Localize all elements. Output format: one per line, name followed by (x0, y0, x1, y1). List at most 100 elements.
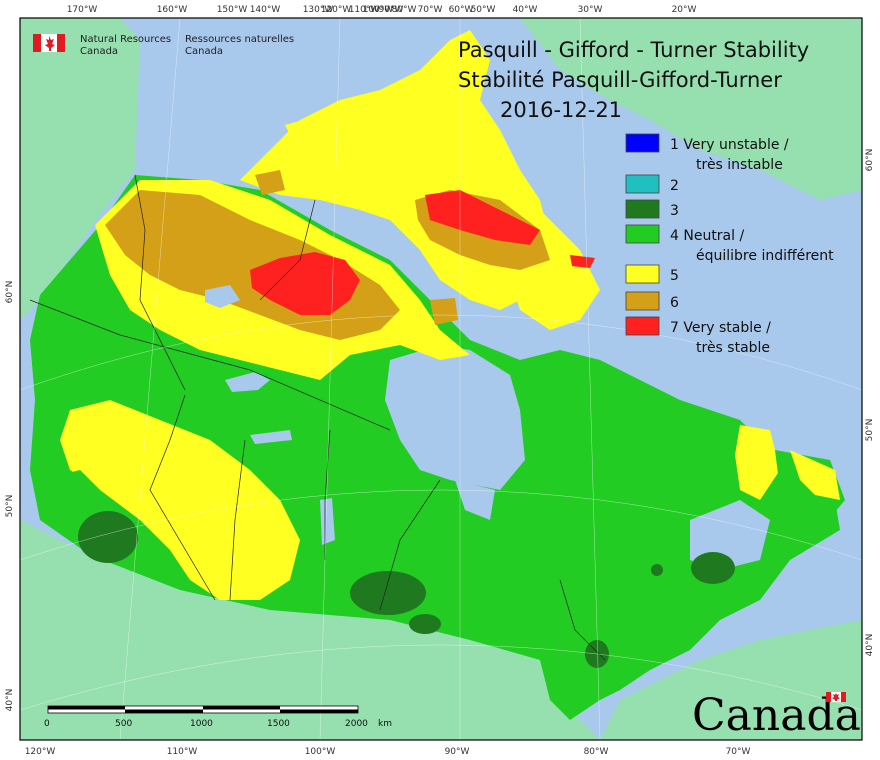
lake-athabasca (250, 430, 292, 444)
wordmark-maple-leaf-icon (832, 693, 840, 701)
right-tick-label: 60°N (865, 149, 875, 172)
class3-lake-superior (409, 614, 441, 634)
arctic-small-island-2 (255, 170, 285, 195)
great-bear-lake (205, 285, 240, 308)
left-tick-labels: 60°N 50°N 40°N (5, 281, 15, 712)
labrador-class5 (735, 425, 780, 500)
province-borders (29, 174, 606, 661)
maple-leaf-icon (45, 36, 55, 51)
legend-sublabel: très instable (696, 157, 783, 173)
agency-en-line1: Natural Resources (80, 34, 171, 45)
legend-label: 6 (670, 295, 679, 311)
right-tick-labels: 60°N 50°N 40°N (865, 149, 875, 657)
class3-bc (78, 511, 138, 563)
scale-label-2000: 2000 (345, 719, 368, 729)
legend-swatch (625, 264, 660, 284)
legend-label: 4 Neutral / (670, 228, 744, 244)
legend-label: 5 (670, 268, 679, 284)
lake-winnipeg (320, 498, 335, 545)
class7-small (570, 255, 595, 268)
left-tick-label: 40°N (5, 689, 15, 712)
left-tick-label: 60°N (5, 281, 15, 304)
canada-wordmark: Canada (692, 690, 861, 741)
legend-swatch (625, 133, 660, 153)
arctic-small-island-4 (395, 95, 420, 120)
scale-unit: km (378, 719, 392, 729)
usa-land (20, 520, 600, 740)
top-tick-label: 90°W (379, 5, 404, 15)
top-tick-label: 70°W (418, 5, 443, 15)
arctic-small-island-1 (285, 118, 318, 145)
legend: 1 Very unstable / très instable 2 3 4 Neutra… (625, 133, 834, 356)
agency-fr-line2: Canada (185, 46, 223, 57)
graticule (19, 17, 863, 741)
bottom-tick-label: 70°W (726, 747, 751, 757)
top-tick-label: 30°W (578, 5, 603, 15)
newfoundland-class5 (790, 450, 840, 500)
class3-maritimes (691, 552, 735, 584)
legend-label: 3 (670, 203, 679, 219)
top-tick-label: 140°W (250, 5, 281, 15)
top-tick-label: 100°W (363, 5, 394, 15)
top-tick-labels: 170°W 160°W 150°W 140°W 130°W120°W110°W100°W… (67, 5, 697, 15)
great-slave-lake (225, 372, 270, 392)
alaska-land (20, 18, 140, 320)
top-tick-label: 120°W (321, 5, 352, 15)
left-tick-label: 50°N (5, 495, 15, 518)
flag-right-bar (57, 34, 65, 52)
hudson-bay (385, 345, 525, 490)
legend-sublabel: très stable (696, 340, 770, 356)
agency-en-line2: Canada (80, 46, 118, 57)
legend-label: 2 (670, 178, 679, 194)
legend-swatch (625, 291, 660, 311)
right-tick-label: 40°N (865, 634, 875, 657)
scale-bar: 0 500 1000 1500 2000 km (44, 705, 392, 729)
bottom-tick-label: 90°W (445, 747, 470, 757)
title-french: Stabilité Pasquill-Gifford-Turner (458, 68, 782, 92)
legend-swatch (625, 199, 660, 219)
top-tick-label: 20°W (672, 5, 697, 15)
legend-label: 7 Very stable / (670, 320, 771, 336)
agency-fr-line1: Ressources naturelles (185, 34, 294, 45)
arctic-small-island-3 (355, 105, 375, 132)
class3-ontario (350, 571, 426, 615)
top-tick-label: 80°W (392, 5, 417, 15)
title-date: 2016-12-21 (500, 98, 622, 122)
map-frame (19, 17, 863, 741)
class6-small (430, 298, 458, 325)
bottom-tick-labels: 120°W 110°W 100°W 90°W 80°W 70°W (25, 747, 751, 757)
title-english: Pasquill - Gifford - Turner Stability (458, 38, 809, 62)
scale-label-0: 0 (44, 719, 50, 729)
top-tick-label: 150°W (217, 5, 248, 15)
top-tick-label: 160°W (157, 5, 188, 15)
class7-region-baffin (425, 190, 540, 245)
bottom-tick-label: 120°W (25, 747, 56, 757)
prairie-class5 (60, 400, 300, 600)
scale-label-1000: 1000 (190, 719, 213, 729)
top-tick-label: 130°W (303, 5, 334, 15)
scale-label-500: 500 (115, 719, 132, 729)
scale-label-1500: 1500 (267, 719, 290, 729)
nrcan-signature: Natural Resources Canada Ressources natu… (33, 34, 294, 57)
bottom-tick-label: 100°W (305, 747, 336, 757)
usa-east-land (600, 620, 862, 740)
wordmark-flag-left (826, 692, 831, 702)
class3-quebec-dot (651, 564, 663, 576)
class7-region-central (250, 252, 360, 315)
wordmark-flag-right (841, 692, 846, 702)
legend-swatch (625, 174, 660, 194)
bottom-tick-label: 80°W (584, 747, 609, 757)
legend-swatch (625, 316, 660, 336)
flag-left-bar (33, 34, 41, 52)
bottom-tick-label: 110°W (167, 747, 198, 757)
top-tick-label: 170°W (67, 5, 98, 15)
legend-label: 1 Very unstable / (670, 137, 789, 153)
legend-swatch (625, 224, 660, 244)
right-tick-label: 50°N (865, 419, 875, 442)
greenland-land (520, 18, 862, 200)
top-tick-label: 50°W (471, 5, 496, 15)
legend-sublabel: équilibre indifférent (696, 248, 834, 264)
bc-coast-class4 (40, 470, 100, 520)
top-tick-label: 110°W (349, 5, 380, 15)
